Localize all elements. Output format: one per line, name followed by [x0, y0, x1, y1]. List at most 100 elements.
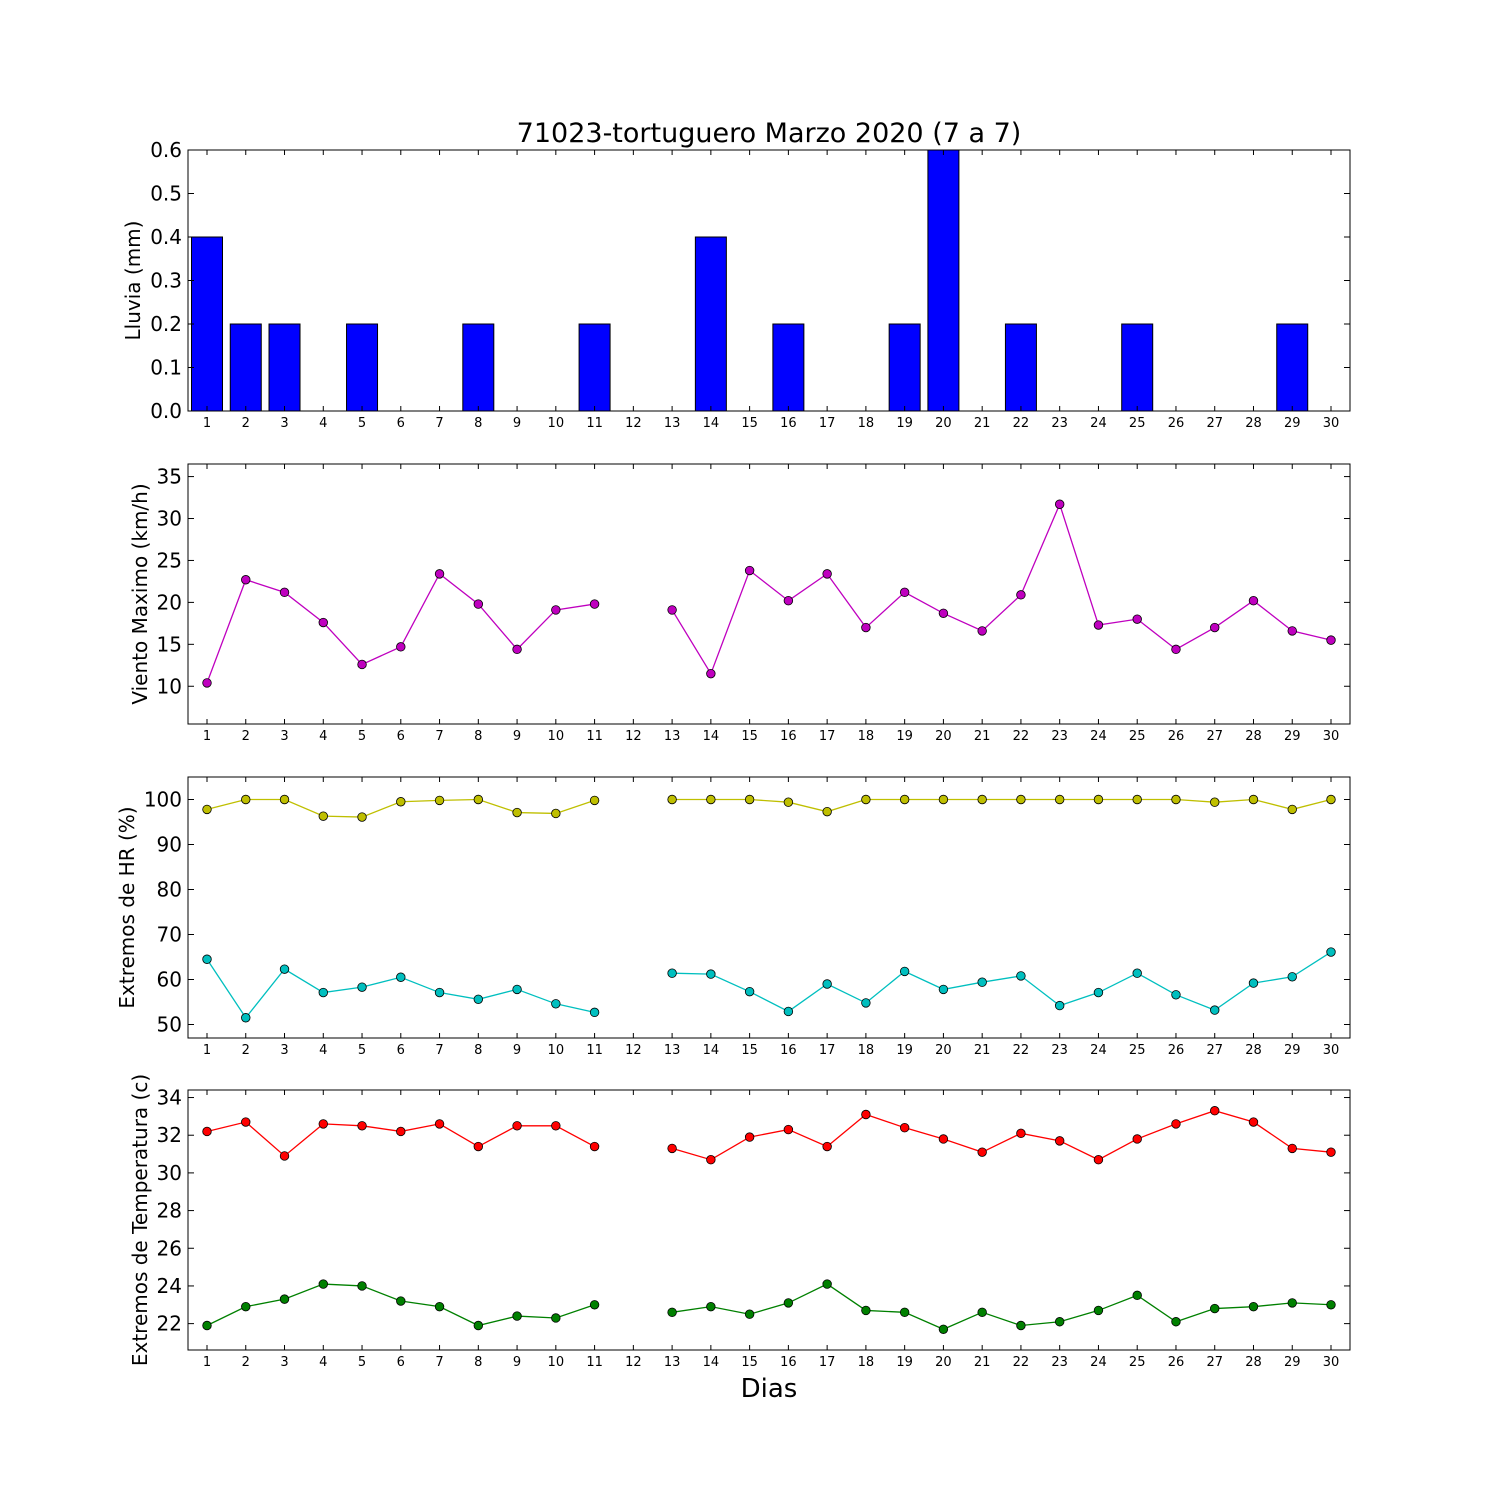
point-day-20: [938, 1324, 949, 1334]
point-day-10: [551, 1313, 561, 1323]
x-tick-label: 21: [974, 729, 991, 744]
x-tick-label: 2: [242, 1355, 250, 1370]
y-tick-label: 10: [157, 674, 182, 698]
x-tick-label: 14: [703, 416, 720, 431]
x-tick-label: 4: [319, 729, 327, 744]
bar-day-3: [268, 323, 301, 412]
point-day-8: [473, 1141, 484, 1152]
bar-day-2: [229, 323, 262, 412]
panel-3: 1 2 3 4 5 6 7 8 9 10 11 12 13 14 15 16 17 18 19 20 21 22 23 24 2…: [115, 776, 1351, 1058]
x-tick-label: 9: [513, 416, 521, 431]
point-day-29: [1287, 1298, 1297, 1308]
series-1-line-2: [671, 1110, 1332, 1161]
point-day-9: [512, 1311, 522, 1321]
x-tick-label: 29: [1284, 1043, 1301, 1058]
x-tick-label: 17: [819, 1355, 836, 1370]
point-day-16: [783, 1124, 794, 1135]
point-day-29: [1287, 804, 1297, 815]
point-day-21: [977, 1307, 987, 1318]
point-day-21: [977, 1147, 987, 1157]
point-day-14: [706, 1301, 716, 1312]
x-tick-label: 28: [1245, 416, 1262, 431]
x-tick-label: 25: [1129, 729, 1146, 744]
point-day-2: [241, 1301, 251, 1312]
point-day-8: [473, 1320, 484, 1331]
point-day-30: [1326, 1300, 1336, 1310]
point-day-18: [861, 998, 871, 1008]
x-tick-label: 18: [858, 416, 875, 431]
point-day-15: [744, 1309, 755, 1319]
point-day-9: [512, 984, 522, 995]
series-2-line-2: [672, 951, 1332, 1013]
y-tick-label: 20: [157, 590, 182, 614]
y-tick-label: 0.5: [150, 182, 182, 206]
point-day-25: [1132, 794, 1142, 805]
y-tick-label: 35: [157, 465, 182, 489]
bar-day-1: [191, 236, 223, 412]
x-tick-label: 24: [1090, 729, 1107, 744]
point-day-19: [899, 1307, 910, 1318]
x-tick-label: 14: [703, 1355, 720, 1370]
y-tick-label: 0.4: [150, 225, 182, 249]
x-tick-label: 11: [586, 416, 603, 431]
bar-day-11: [578, 323, 611, 412]
point-day-6: [396, 797, 406, 807]
y-tick-label: 0.3: [150, 269, 182, 293]
x-tick-label: 22: [1013, 1355, 1030, 1370]
point-day-4: [318, 811, 328, 821]
panels: 1 2 3 4 5 6 7 8 9 10 11 12 13 14 15 16 17 18 19 20 21 22 23 24 2…: [115, 138, 1351, 1370]
point-day-11: [589, 795, 600, 806]
x-tick-label: 22: [1013, 729, 1030, 744]
x-tick-label: 9: [513, 729, 521, 744]
point-day-18: [861, 1305, 871, 1316]
plot-frame: [187, 1089, 1351, 1351]
bar-day-5: [346, 323, 379, 412]
point-day-4: [318, 987, 328, 998]
point-day-3: [279, 1151, 290, 1161]
y-axis-label: Extremos de HR (%): [115, 806, 139, 1008]
bar-day-20: [927, 149, 960, 412]
y-tick-label: 60: [157, 968, 182, 992]
point-day-2: [241, 1117, 251, 1127]
point-day-7: [434, 1119, 445, 1129]
point-day-1: [202, 954, 212, 964]
point-day-21: [977, 977, 987, 987]
point-day-20: [938, 794, 949, 805]
point-day-13: [667, 1307, 677, 1318]
bar-day-29: [1276, 323, 1309, 412]
point-day-22: [1016, 971, 1026, 981]
point-day-28: [1248, 978, 1259, 988]
x-tick-label: 14: [703, 1043, 720, 1058]
point-day-7: [434, 569, 445, 579]
series-2-line-1: [206, 958, 595, 1019]
point-day-30: [1326, 794, 1336, 805]
x-tick-label: 15: [741, 1355, 758, 1370]
point-day-28: [1248, 794, 1259, 805]
point-day-23: [1054, 794, 1065, 805]
point-day-2: [241, 575, 251, 585]
x-tick-label: 1: [203, 1355, 211, 1370]
x-tick-label: 7: [435, 1043, 443, 1058]
x-tick-label: 9: [513, 1355, 521, 1370]
point-day-11: [589, 1141, 600, 1152]
bar-day-14: [694, 236, 727, 412]
point-day-1: [202, 1320, 212, 1331]
x-tick-label: 24: [1090, 1355, 1107, 1370]
x-tick-label: 28: [1245, 729, 1262, 744]
y-tick-label: 15: [157, 632, 182, 656]
point-day-16: [783, 1298, 794, 1308]
point-day-10: [551, 605, 561, 615]
point-day-30: [1326, 635, 1336, 645]
point-day-14: [706, 668, 716, 679]
point-day-19: [899, 794, 910, 805]
x-tick-label: 16: [780, 1355, 797, 1370]
x-tick-label: 12: [625, 416, 642, 431]
x-tick-label: 27: [1206, 729, 1223, 744]
y-tick-label: 90: [157, 833, 182, 857]
x-tick-label: 8: [474, 1355, 482, 1370]
x-tick-label: 17: [819, 1043, 836, 1058]
x-tick-label: 29: [1284, 1355, 1301, 1370]
x-tick-label: 21: [974, 1043, 991, 1058]
x-tick-label: 20: [935, 1355, 952, 1370]
